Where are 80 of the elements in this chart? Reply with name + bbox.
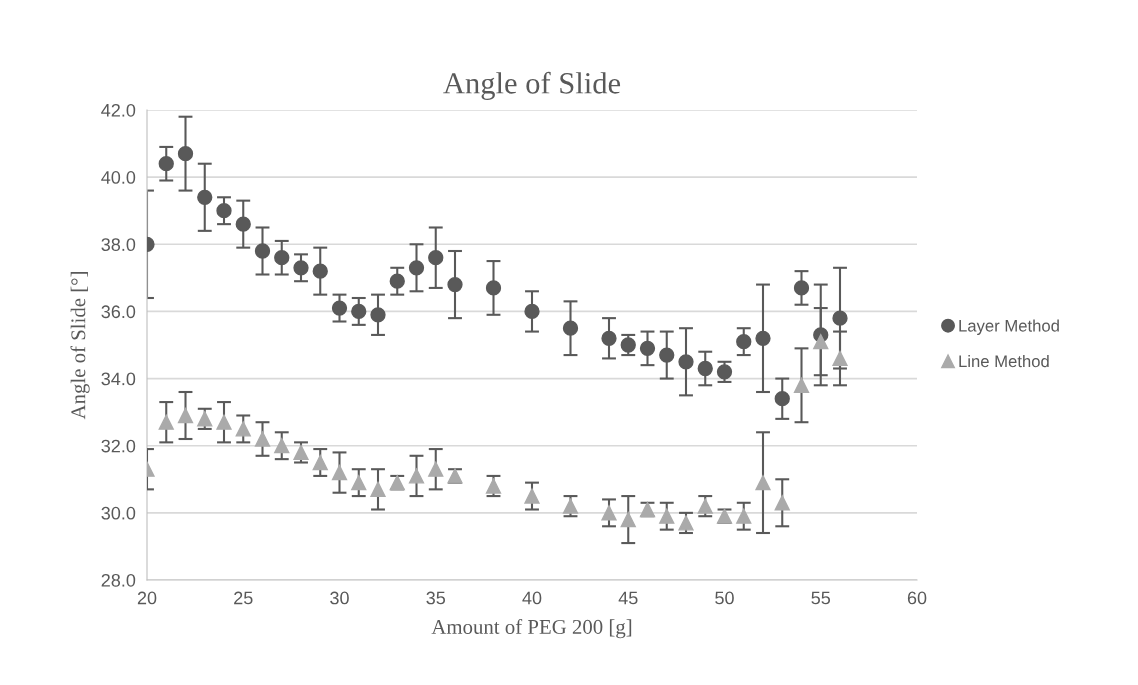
x-axis-title: Amount of PEG 200 [g] [431, 619, 632, 639]
point [197, 411, 213, 427]
point [755, 475, 771, 491]
point [235, 216, 251, 232]
point [370, 307, 386, 323]
point [158, 156, 174, 172]
point [736, 334, 752, 350]
y-tick-label: 40.0 [101, 171, 136, 184]
point [408, 260, 425, 276]
point [697, 498, 713, 514]
point [774, 391, 790, 407]
point [351, 475, 367, 491]
point [485, 280, 502, 296]
point [678, 354, 694, 370]
point [370, 481, 386, 497]
point [254, 243, 271, 259]
y-tick-label: 28.0 [101, 573, 136, 587]
chart-title: Angle of Slide [443, 71, 621, 100]
point [428, 461, 444, 477]
point [524, 303, 540, 320]
point [216, 203, 232, 219]
y-tick-label: 36.0 [101, 305, 136, 319]
y-tick-label: 30.0 [101, 506, 136, 520]
point [678, 515, 694, 531]
legend-label: Line Method [959, 355, 1049, 368]
point [331, 300, 348, 316]
point [562, 320, 579, 336]
point [601, 330, 617, 346]
point [447, 276, 463, 293]
x-tick-label: 55 [811, 591, 831, 605]
point [832, 350, 848, 367]
point [331, 464, 348, 481]
x-tick-label: 60 [907, 591, 927, 605]
point [158, 414, 174, 430]
point [793, 280, 810, 296]
point [716, 364, 733, 380]
point [832, 310, 848, 326]
y-tick-label: 42.0 [101, 103, 136, 117]
x-tick-label: 40 [522, 591, 542, 605]
x-tick-label: 20 [137, 591, 157, 605]
point [312, 263, 328, 279]
point [254, 431, 271, 447]
point [620, 511, 636, 528]
point [351, 303, 367, 320]
point [389, 273, 405, 289]
y-tick-label: 38.0 [101, 238, 136, 252]
point [755, 330, 771, 346]
point [408, 468, 425, 484]
x-tick-label: 35 [426, 591, 446, 605]
legend-label: Layer Method [959, 319, 1059, 335]
point [736, 508, 752, 524]
point [485, 478, 502, 494]
point [216, 414, 232, 430]
point [197, 189, 213, 205]
point [793, 377, 810, 393]
point [177, 146, 194, 162]
point [293, 260, 309, 276]
y-tick-label: 34.0 [101, 372, 136, 386]
point [813, 334, 829, 350]
x-tick-label: 45 [618, 591, 638, 605]
point [312, 454, 328, 471]
point [620, 337, 636, 353]
x-tick-label: 30 [330, 591, 349, 605]
point [274, 250, 290, 266]
point [601, 505, 617, 521]
point [177, 407, 194, 424]
x-tick-label: 25 [234, 591, 253, 605]
point [428, 250, 444, 266]
point [659, 508, 675, 524]
point [659, 347, 675, 363]
point [524, 488, 540, 504]
y-tick-label: 32.0 [101, 439, 136, 453]
point [639, 340, 656, 356]
point [774, 495, 790, 511]
x-tick-label: 50 [715, 591, 734, 605]
point [562, 498, 579, 514]
point [235, 421, 251, 437]
point [274, 438, 290, 454]
point [697, 360, 713, 377]
y-axis-title: Angle of Slide [°] [70, 272, 90, 420]
